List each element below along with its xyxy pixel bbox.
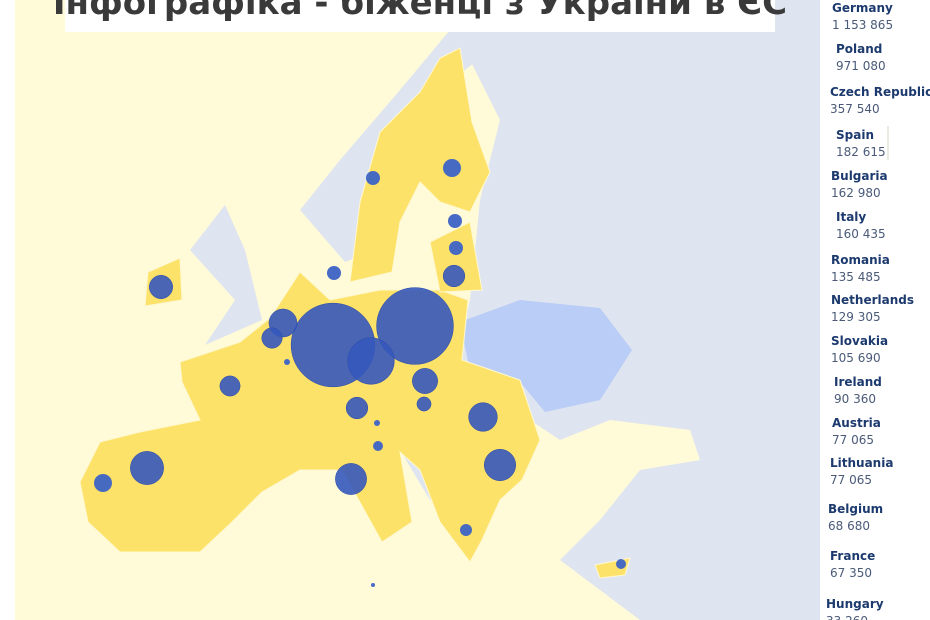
- country-value: 77 065: [830, 473, 872, 487]
- bubble: [371, 583, 375, 587]
- country-name: Romania: [831, 253, 890, 267]
- country-name: Slovakia: [831, 334, 888, 348]
- bubble: [460, 524, 472, 536]
- bubble: [327, 266, 341, 280]
- bubble: [345, 396, 369, 420]
- country-value: 182 615: [836, 145, 886, 159]
- bubble: [373, 441, 383, 451]
- country-value: 105 690: [831, 351, 881, 365]
- bubble: [149, 275, 173, 299]
- unlabelled-bubbles: [94, 159, 626, 587]
- country-name: Lithuania: [830, 456, 893, 470]
- title: Інфографіка - біженці з України в ЄС: [53, 0, 787, 23]
- eu-land: [429, 221, 483, 293]
- country-name: Belgium: [828, 502, 883, 516]
- bubble: [130, 451, 164, 485]
- country-value: 971 080: [836, 59, 886, 73]
- bubble: [284, 359, 290, 365]
- bubble: [449, 241, 463, 255]
- bubble: [412, 368, 438, 394]
- non-eu-land: [190, 205, 262, 345]
- bubble: [261, 327, 283, 349]
- eu-land: [349, 47, 491, 283]
- bubble: [335, 463, 367, 495]
- country-name: Germany: [832, 1, 893, 15]
- country-name: Italy: [836, 210, 866, 224]
- bubble: [94, 474, 112, 492]
- bubble: [448, 214, 462, 228]
- country-name: Czech Republic: [830, 85, 930, 99]
- country-name: Austria: [832, 416, 881, 430]
- bubble: [219, 375, 241, 397]
- country-name: Spain: [836, 128, 874, 142]
- country-bubbles: [130, 264, 516, 495]
- bubble: [376, 287, 454, 365]
- country-value: 135 485: [831, 270, 881, 284]
- country-name: Hungary: [826, 597, 884, 611]
- country-value: 129 305: [831, 310, 881, 324]
- country-value: 357 540: [830, 102, 880, 116]
- country-value: 77 065: [832, 433, 874, 447]
- country-value: 67 350: [830, 566, 872, 580]
- country-name: France: [830, 549, 875, 563]
- bubble: [484, 449, 516, 481]
- bubble: [616, 559, 626, 569]
- non-eu-land: [440, 0, 820, 620]
- non-eu-land: [300, 15, 520, 262]
- ukraine: [460, 300, 632, 412]
- bubble: [366, 171, 380, 185]
- country-value: 162 980: [831, 186, 881, 200]
- legend: Germany 1 153 865 Poland 971 080 Czech Repub…: [826, 1, 930, 620]
- legend-panel: [822, 0, 930, 620]
- bubble: [443, 159, 461, 177]
- bubble: [442, 264, 466, 288]
- country-name: Ireland: [834, 375, 882, 389]
- title-box: [65, 0, 775, 32]
- bubble: [468, 402, 498, 432]
- country-name: Netherlands: [831, 293, 914, 307]
- country-value: 160 435: [836, 227, 886, 241]
- country-value: 1 153 865: [832, 18, 893, 32]
- country-name: Bulgaria: [831, 169, 888, 183]
- bubble: [416, 396, 432, 412]
- bubble: [374, 420, 380, 426]
- country-value: 68 680: [828, 519, 870, 533]
- country-value: 90 360: [834, 392, 876, 406]
- bubble: [347, 337, 395, 385]
- country-value: 33 260: [826, 614, 868, 620]
- country-name: Poland: [836, 42, 882, 56]
